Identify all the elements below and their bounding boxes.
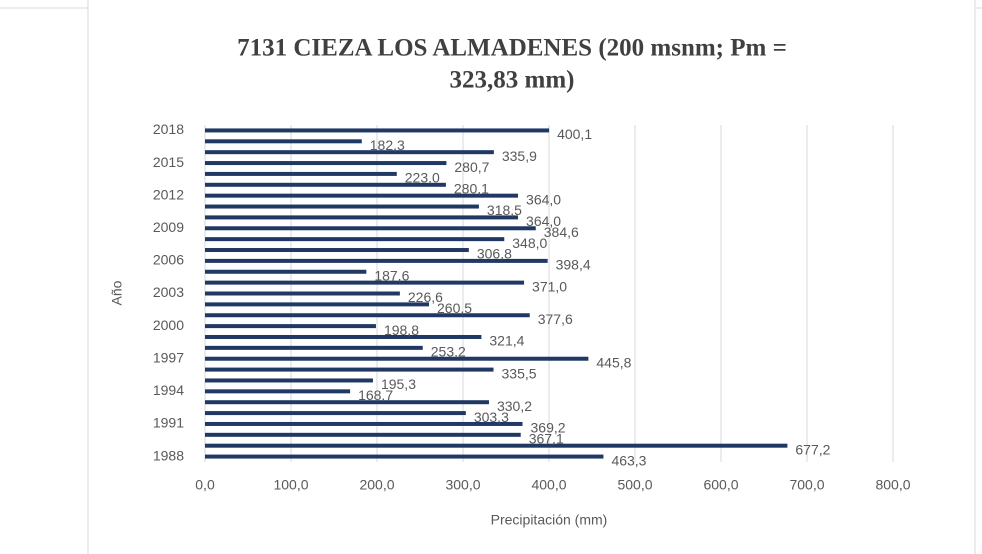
data-label: 253,2 [431,344,466,360]
bar [205,432,521,437]
data-label: 463,3 [611,452,646,468]
data-label: 348,0 [512,235,547,251]
data-label: 187,6 [374,267,409,283]
bar [205,171,397,176]
data-label: 223,0 [405,170,440,186]
x-tick-label: 600,0 [703,477,738,493]
y-tick-label: 2012 [153,186,184,202]
data-label: 303,3 [474,409,509,425]
data-label: 335,5 [502,365,537,381]
bar [205,367,494,372]
bar [205,291,400,296]
data-label: 369,2 [531,420,566,436]
x-tick-label: 200,0 [359,477,394,493]
chart-title: 323,83 mm) [450,67,575,94]
x-tick-label: 400,0 [531,477,566,493]
bar [205,237,505,242]
data-label: 364,0 [526,191,561,207]
y-tick-label: 2003 [153,284,184,300]
data-label: 226,6 [408,289,443,305]
x-tick-label: 500,0 [617,477,652,493]
y-tick-label: 1988 [153,447,184,463]
data-label: 398,4 [556,257,591,273]
y-tick-label: 2009 [153,219,184,235]
data-label: 168,7 [358,387,393,403]
y-axis-label: Año [109,280,125,305]
bar [205,280,525,285]
bar [205,150,494,155]
bar [205,378,373,383]
bar [205,128,550,133]
bar [205,313,530,318]
data-label: 335,9 [502,148,537,164]
bar [205,161,447,166]
data-label: 306,8 [477,246,512,262]
data-label: 377,6 [538,311,573,327]
y-tick-label: 1991 [153,415,184,431]
bar [205,389,351,394]
x-tick-label: 800,0 [875,477,910,493]
data-label: 182,3 [370,137,405,153]
x-tick-label: 100,0 [273,477,308,493]
bar [205,139,362,144]
x-tick-label: 0,0 [195,477,215,493]
bar [205,204,479,209]
data-label: 677,2 [795,441,830,457]
bar [205,302,430,307]
data-label: 371,0 [532,278,567,294]
bar [205,454,604,459]
data-label: 260,5 [437,300,472,316]
bar [205,248,469,253]
data-label: 198,8 [384,322,419,338]
data-label: 400,1 [557,126,592,142]
data-label: 445,8 [596,354,631,370]
data-label: 330,2 [497,398,532,414]
data-label: 318,5 [487,202,522,218]
data-label: 367,1 [529,431,564,447]
x-axis-label: Precipitación (mm) [491,512,608,528]
bar [205,182,446,187]
data-label: 364,0 [526,213,561,229]
chart-title: 7131 CIEZA LOS ALMADENES (200 msnm; Pm = [237,35,787,62]
bar [205,193,519,198]
bar [205,356,589,361]
bar [205,443,788,448]
bar [205,226,536,231]
data-label: 195,3 [381,376,416,392]
x-tick-label: 700,0 [789,477,824,493]
bar [205,400,489,405]
y-tick-label: 2000 [153,317,184,333]
data-label: 280,1 [454,180,489,196]
data-label: 280,7 [454,159,489,175]
y-tick-label: 2006 [153,252,184,268]
data-label: 384,6 [544,224,579,240]
x-tick-label: 300,0 [445,477,480,493]
y-tick-label: 2018 [153,121,184,137]
bar [205,411,466,416]
bar [205,324,376,329]
bar [205,345,423,350]
bar [205,258,548,263]
bar [205,269,367,274]
y-tick-label: 1994 [153,382,184,398]
bar [205,421,523,426]
y-tick-label: 1997 [153,349,184,365]
chart-frame [87,0,976,554]
y-tick-label: 2015 [153,154,184,170]
bar [205,334,482,339]
bar [205,215,519,220]
data-label: 321,4 [489,333,524,349]
